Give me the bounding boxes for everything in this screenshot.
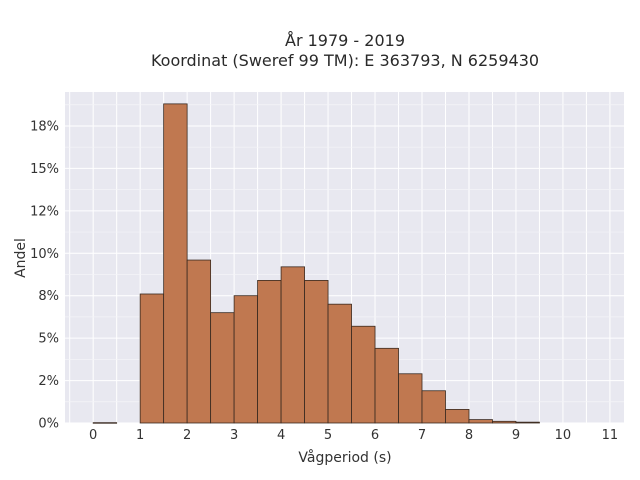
x-tick-label: 11 xyxy=(602,428,619,443)
x-tick-label: 4 xyxy=(277,428,285,443)
y-tick-label: 18% xyxy=(30,119,59,134)
x-tick-label: 10 xyxy=(555,428,572,443)
y-axis-title: Andel xyxy=(13,238,29,278)
y-tick-label: 15% xyxy=(30,162,59,177)
bars xyxy=(92,103,540,424)
histogram-bar xyxy=(421,390,446,424)
y-tick-label: 12% xyxy=(30,204,59,219)
x-tick-label: 7 xyxy=(418,428,426,443)
histogram-bar xyxy=(186,259,212,424)
y-axis-ticks: 0% 2% 5% 8% 10% 12% 15% 18% xyxy=(30,119,59,431)
x-tick-label: 9 xyxy=(512,428,520,443)
x-tick-label: 0 xyxy=(89,428,97,443)
histogram-bar xyxy=(163,103,188,424)
histogram-bar xyxy=(92,422,118,424)
histogram-bar xyxy=(327,303,352,424)
y-tick-label: 2% xyxy=(38,374,59,389)
chart-title-line-2: Koordinat (Sweref 99 TM): E 363793, N 62… xyxy=(151,51,539,70)
histogram-bar xyxy=(445,409,470,424)
histogram-bar xyxy=(468,419,493,424)
histogram-bar xyxy=(210,312,235,424)
histogram-bar xyxy=(233,295,258,424)
chart-title-line-1: År 1979 - 2019 xyxy=(285,31,405,50)
histogram-bar xyxy=(304,280,329,424)
x-tick-label: 8 xyxy=(465,428,473,443)
y-tick-label: 5% xyxy=(38,332,59,347)
x-axis-title: Vågperiod (s) xyxy=(298,449,391,466)
histogram-bar xyxy=(398,373,423,424)
histogram-bar xyxy=(351,325,376,424)
histogram-bar xyxy=(257,280,282,424)
y-tick-label: 8% xyxy=(38,289,59,304)
x-tick-label: 3 xyxy=(230,428,238,443)
x-tick-label: 5 xyxy=(324,428,332,443)
histogram-bar xyxy=(515,421,540,424)
histogram-bar xyxy=(374,347,399,424)
x-tick-label: 2 xyxy=(183,428,191,443)
histogram-bar xyxy=(492,420,517,424)
y-tick-label: 10% xyxy=(30,247,59,262)
histogram-bar xyxy=(139,293,165,424)
x-tick-label: 6 xyxy=(371,428,379,443)
x-axis-ticks: 0 1 2 3 4 5 6 7 8 9 10 11 xyxy=(89,428,618,443)
x-tick-label: 1 xyxy=(136,428,144,443)
y-tick-label: 0% xyxy=(38,417,59,432)
histogram-bar xyxy=(280,266,305,424)
